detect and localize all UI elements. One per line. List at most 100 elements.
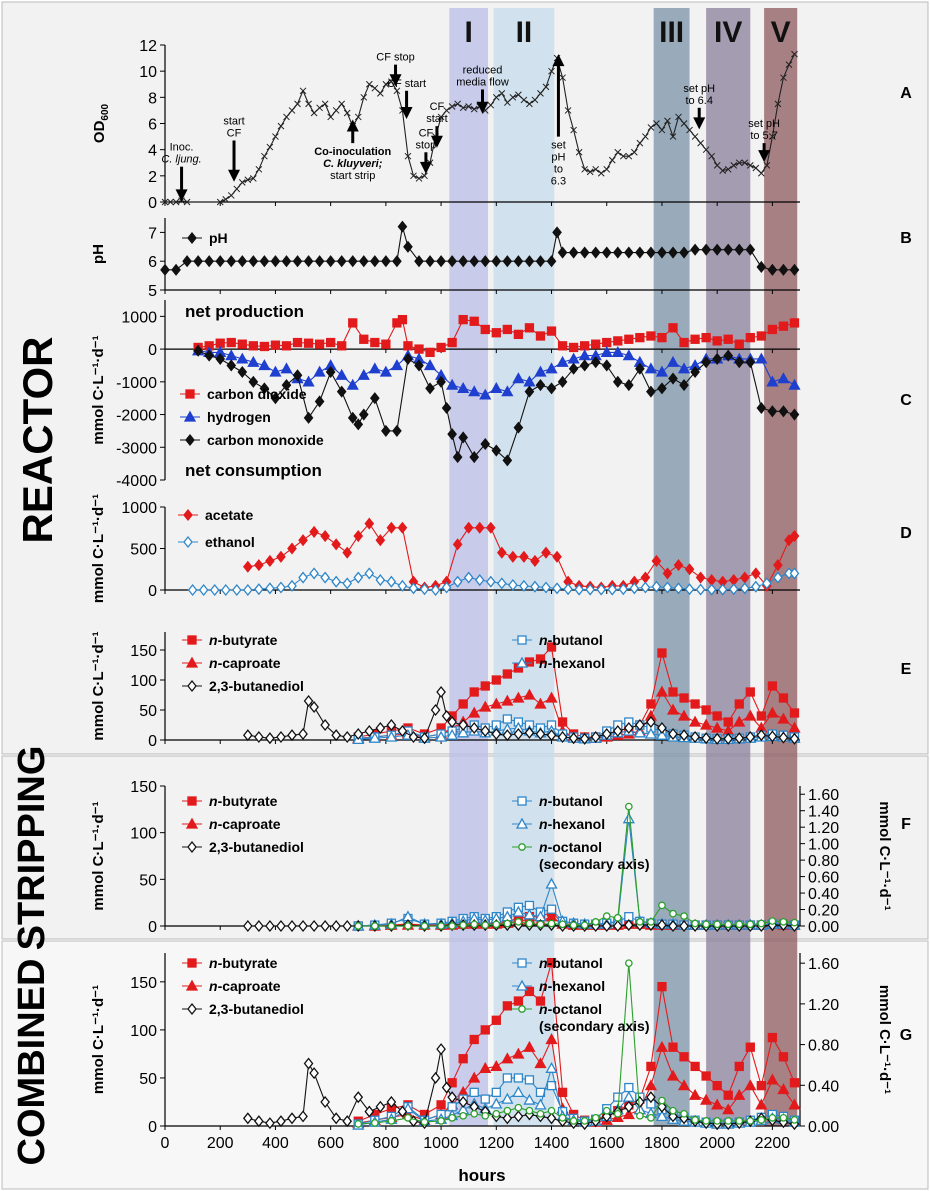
data-point <box>730 162 738 169</box>
data-point <box>679 729 689 742</box>
data-point <box>437 922 445 930</box>
data-point <box>491 727 502 741</box>
data-point <box>369 392 380 405</box>
data-point <box>790 1116 799 1124</box>
data-point <box>534 697 547 709</box>
legend-label: n-butanol <box>539 955 603 971</box>
data-point <box>314 339 325 349</box>
data-point <box>458 431 469 444</box>
data-point <box>370 1119 379 1127</box>
data-point <box>408 730 419 744</box>
data-point <box>479 388 492 400</box>
data-point <box>542 83 550 91</box>
y-tick-label: 100 <box>130 1023 157 1040</box>
data-point <box>215 352 226 365</box>
data-point <box>419 583 430 596</box>
data-point <box>666 703 680 715</box>
data-point <box>763 162 771 169</box>
y-tick-label: 50 <box>139 1071 157 1088</box>
data-point <box>457 382 470 394</box>
data-point <box>623 246 634 259</box>
data-point <box>624 959 633 968</box>
y-tick-label: 0 <box>148 1119 157 1136</box>
y-tick-label: 50 <box>139 872 157 889</box>
data-point <box>602 1106 611 1115</box>
data-point <box>368 731 381 743</box>
data-point <box>397 724 408 738</box>
panel-B: 5 6 7 pH BpH <box>90 218 912 300</box>
data-point <box>724 920 733 929</box>
y2-tick-label: 0.20 <box>808 903 839 920</box>
data-point <box>612 246 623 259</box>
data-point <box>651 554 662 567</box>
data-point <box>613 336 623 346</box>
data-point <box>607 583 618 596</box>
data-point <box>187 679 197 693</box>
data-point <box>303 255 314 268</box>
data-point <box>354 1120 363 1128</box>
data-point <box>644 727 658 739</box>
data-point <box>480 324 490 335</box>
data-point <box>508 550 518 563</box>
series-n-octanol <box>354 959 799 1128</box>
data-point <box>447 337 457 348</box>
data-point <box>552 226 562 239</box>
period-label: I <box>465 16 473 49</box>
data-point <box>338 100 346 108</box>
data-point <box>630 148 638 156</box>
data-point <box>785 61 793 68</box>
data-point <box>272 133 279 140</box>
data-point <box>459 104 467 112</box>
data-point <box>691 919 699 928</box>
data-point <box>512 905 525 917</box>
data-point <box>430 703 441 717</box>
data-point <box>702 1117 710 1125</box>
data-point <box>568 362 579 375</box>
data-point <box>712 732 723 745</box>
data-point <box>446 728 459 740</box>
annotation-arrow: CF stop <box>376 52 415 87</box>
data-point <box>336 255 347 268</box>
series-od600 <box>161 50 798 206</box>
data-point <box>359 334 369 344</box>
data-point <box>309 700 319 714</box>
data-point <box>370 922 379 930</box>
data-point <box>701 705 711 715</box>
data-point <box>563 583 573 596</box>
data-point <box>501 1052 514 1064</box>
data-point <box>733 715 746 727</box>
data-point <box>242 729 253 742</box>
y2-tick-label: 1.40 <box>808 804 839 821</box>
data-point <box>524 657 535 667</box>
data-point <box>701 243 711 256</box>
data-point <box>623 919 634 932</box>
data-point <box>447 255 457 268</box>
data-point <box>570 126 577 134</box>
data-point <box>657 981 667 992</box>
data-point <box>248 341 258 351</box>
data-point <box>447 715 457 729</box>
data-point <box>646 715 656 729</box>
data-point <box>237 339 247 349</box>
data-point <box>525 1106 534 1115</box>
data-point <box>788 1098 801 1110</box>
data-point <box>463 571 474 584</box>
data-point <box>187 1002 197 1016</box>
data-point <box>662 581 673 594</box>
data-point <box>215 255 226 268</box>
data-point <box>479 1061 492 1073</box>
data-point <box>392 255 402 268</box>
data-point <box>347 255 358 268</box>
period-bands: I II III IV V <box>449 8 798 1126</box>
data-point <box>502 1112 513 1125</box>
data-point <box>695 583 706 596</box>
y-tick-label: 5 <box>148 283 157 300</box>
data-point <box>480 255 491 268</box>
data-point <box>653 120 660 127</box>
data-point <box>558 1114 567 1122</box>
data-point <box>557 1087 568 1098</box>
data-point <box>515 817 529 829</box>
data-point <box>502 1001 512 1011</box>
data-point <box>242 560 253 573</box>
y-tick-label: 0 <box>148 342 157 359</box>
